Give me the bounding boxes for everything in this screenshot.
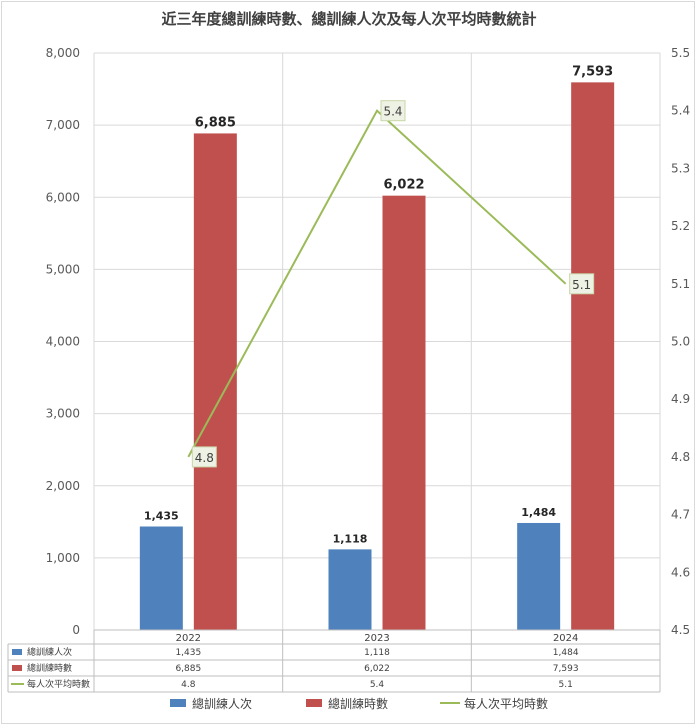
bar-data-label: 1,484 xyxy=(521,506,556,519)
bar-data-label: 6,885 xyxy=(195,115,236,130)
bar-data-label: 6,022 xyxy=(383,178,424,193)
bar-hours xyxy=(571,82,615,631)
y-right-tick-label: 4.5 xyxy=(671,623,690,637)
legend-label: 每人次平均時數 xyxy=(464,696,548,711)
line-data-label: 5.1 xyxy=(572,278,591,292)
y-right-tick-label: 5.0 xyxy=(671,335,690,349)
data-table-cell: 1,484 xyxy=(553,648,579,658)
y-left-tick-label: 6,000 xyxy=(46,190,80,204)
legend-label: 總訓練時數 xyxy=(328,696,388,711)
data-table-cell: 5.4 xyxy=(370,680,385,690)
line-avg-hours xyxy=(187,109,567,458)
y-right-tick-label: 5.3 xyxy=(671,161,690,175)
line-data-label-box xyxy=(380,100,406,122)
data-table-cell: 4.8 xyxy=(181,680,196,690)
y-right-tick-label: 4.7 xyxy=(671,508,690,522)
y-left-tick-label: 7,000 xyxy=(46,118,80,132)
y-right-tick-label: 4.8 xyxy=(671,450,690,464)
line-data-label: 4.8 xyxy=(195,451,214,465)
y-left-tick-label: 2,000 xyxy=(46,479,80,493)
y-right-tick-label: 5.2 xyxy=(671,219,690,233)
legend-label: 總訓練人次 xyxy=(192,696,252,711)
y-left-tick-label: 1,000 xyxy=(46,551,80,565)
y-right-tick-label: 5.5 xyxy=(671,46,690,60)
x-category-label: 2024 xyxy=(553,633,578,644)
data-table-cell: 1,118 xyxy=(364,648,390,658)
chart-title: 近三年度總訓練時數、總訓練人次及每人次平均時數統計 xyxy=(161,10,536,28)
data-table-cell: 7,593 xyxy=(553,664,579,674)
y-right-tick-label: 5.1 xyxy=(671,277,690,291)
line-data-label-box xyxy=(191,446,217,468)
x-category-label: 2022 xyxy=(176,633,201,644)
data-table-cell: 6,022 xyxy=(364,664,390,674)
data-table-series-name: 每人次平均時數 xyxy=(27,678,90,690)
x-category-label: 2023 xyxy=(364,633,389,644)
data-table-series-name: 總訓練時數 xyxy=(27,662,72,674)
data-table-cell: 1,435 xyxy=(175,648,201,658)
y-left-tick-label: 5,000 xyxy=(46,262,80,276)
y-right-tick-label: 4.9 xyxy=(671,392,690,406)
y-left-tick-label: 4,000 xyxy=(46,335,80,349)
bar-attendees xyxy=(517,522,561,630)
bar-attendees xyxy=(328,549,372,630)
bar-data-label: 1,118 xyxy=(333,532,368,545)
bar-attendees xyxy=(139,526,183,630)
y-right-tick-label: 4.6 xyxy=(671,565,690,579)
data-table-legend-key xyxy=(12,665,22,671)
data-table-series-name: 總訓練人次 xyxy=(27,646,72,658)
y-left-tick-label: 8,000 xyxy=(46,46,80,60)
line-data-label: 5.4 xyxy=(383,105,402,119)
y-left-tick-label: 0 xyxy=(72,623,80,637)
line-data-label-box xyxy=(569,273,595,295)
data-table-cell: 5.1 xyxy=(559,680,573,690)
y-left-tick-label: 3,000 xyxy=(46,407,80,421)
y-right-tick-label: 5.4 xyxy=(671,104,690,118)
legend-key xyxy=(170,699,186,707)
data-table-cell: 6,885 xyxy=(175,664,201,674)
data-table-legend-key xyxy=(12,649,22,655)
bar-data-label: 7,593 xyxy=(572,64,613,79)
bar-data-label: 1,435 xyxy=(144,510,179,523)
bar-hours xyxy=(382,195,426,630)
legend-key xyxy=(306,699,322,707)
